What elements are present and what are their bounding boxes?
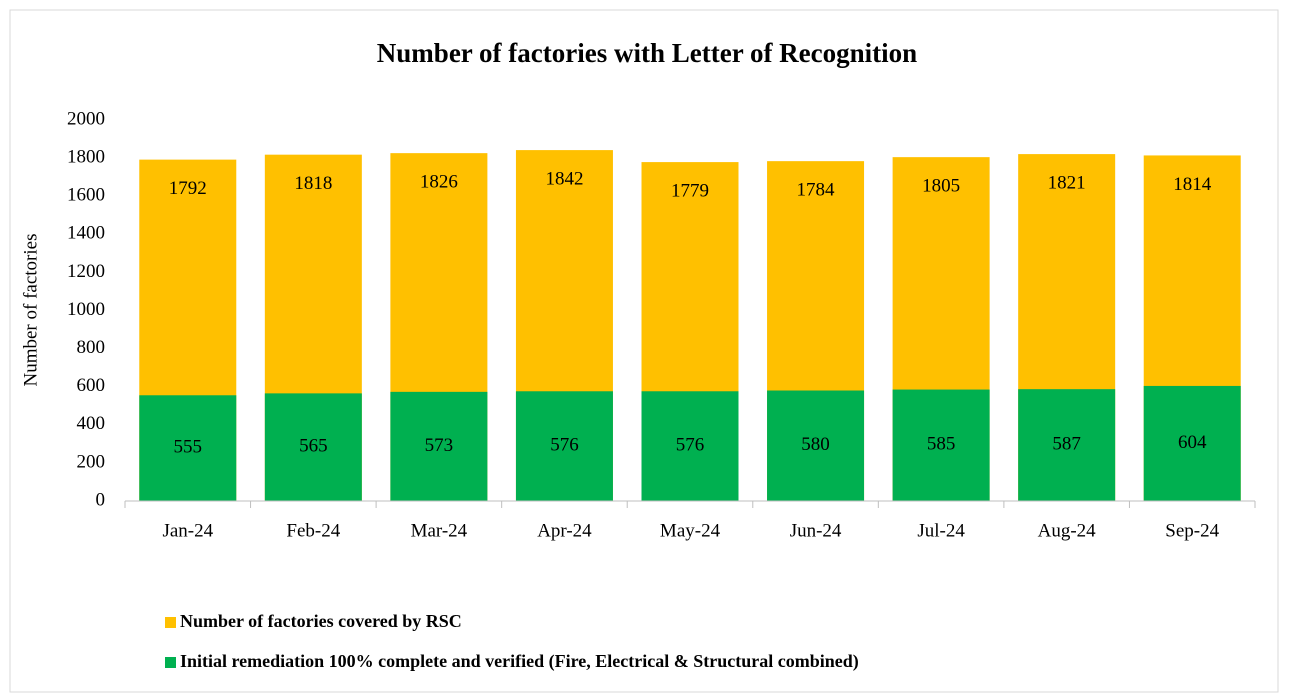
data-label: 576 bbox=[676, 434, 705, 455]
bar bbox=[767, 390, 865, 501]
data-label: 604 bbox=[1178, 432, 1207, 453]
data-label: 1818 bbox=[294, 173, 332, 194]
y-tick-label: 1000 bbox=[67, 299, 105, 320]
bar bbox=[1018, 389, 1116, 501]
bar bbox=[515, 391, 613, 501]
x-tick-label: Jul-24 bbox=[917, 520, 965, 541]
data-label: 1842 bbox=[545, 168, 583, 189]
y-tick-label: 0 bbox=[96, 489, 106, 510]
data-label: 1814 bbox=[1173, 174, 1212, 195]
x-tick-label: Jun-24 bbox=[790, 520, 842, 541]
legend-label: Number of factories covered by RSC bbox=[180, 611, 462, 631]
data-label: 565 bbox=[299, 436, 328, 457]
y-tick-label: 200 bbox=[77, 451, 106, 472]
data-label: 1821 bbox=[1048, 172, 1086, 193]
data-label: 576 bbox=[550, 434, 579, 455]
bar bbox=[390, 391, 488, 501]
y-tick-label: 400 bbox=[77, 413, 106, 434]
y-tick-label: 800 bbox=[77, 337, 106, 358]
data-label: 587 bbox=[1052, 433, 1081, 454]
legend-swatch bbox=[165, 617, 176, 628]
y-axis-label: Number of factories bbox=[20, 234, 41, 387]
x-tick-label: Jan-24 bbox=[162, 520, 213, 541]
data-label: 1805 bbox=[922, 176, 960, 197]
x-tick-label: Feb-24 bbox=[286, 520, 340, 541]
bar bbox=[264, 393, 362, 501]
chart-title: Number of factories with Letter of Recog… bbox=[377, 38, 917, 68]
data-label: 1784 bbox=[797, 180, 836, 201]
legend-label: Initial remediation 100% complete and ve… bbox=[180, 651, 859, 672]
y-tick-label: 1400 bbox=[67, 223, 105, 244]
x-tick-label: Sep-24 bbox=[1165, 520, 1219, 541]
y-tick-label: 1200 bbox=[67, 261, 105, 282]
x-tick-label: Aug-24 bbox=[1038, 520, 1097, 541]
data-label: 585 bbox=[927, 434, 956, 455]
y-tick-label: 600 bbox=[77, 375, 106, 396]
x-tick-label: May-24 bbox=[660, 520, 721, 541]
data-label: 1826 bbox=[420, 172, 458, 193]
data-label: 573 bbox=[425, 435, 454, 456]
data-label: 555 bbox=[174, 436, 203, 457]
bar bbox=[1143, 385, 1241, 501]
data-label: 1779 bbox=[671, 180, 709, 201]
x-tick-label: Apr-24 bbox=[537, 520, 592, 541]
x-tick-label: Mar-24 bbox=[411, 520, 468, 541]
bar bbox=[641, 391, 739, 501]
y-tick-label: 2000 bbox=[67, 108, 105, 129]
y-tick-label: 1600 bbox=[67, 185, 105, 206]
data-label: 1792 bbox=[169, 178, 207, 199]
bar bbox=[139, 395, 237, 501]
y-tick-label: 1800 bbox=[67, 146, 105, 167]
legend-swatch bbox=[165, 657, 176, 668]
data-label: 580 bbox=[801, 434, 830, 455]
bar bbox=[892, 389, 990, 501]
